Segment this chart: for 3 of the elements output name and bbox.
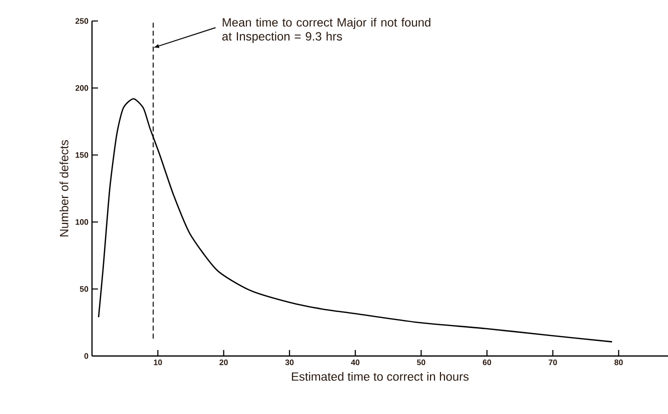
- x-axis-title: Estimated time to correct in hours: [292, 372, 469, 381]
- annotation: Mean time to correct Major if not found at Inspection = 9.3 hrs: [222, 18, 430, 43]
- y-axis-title: Number of defects: [60, 140, 68, 236]
